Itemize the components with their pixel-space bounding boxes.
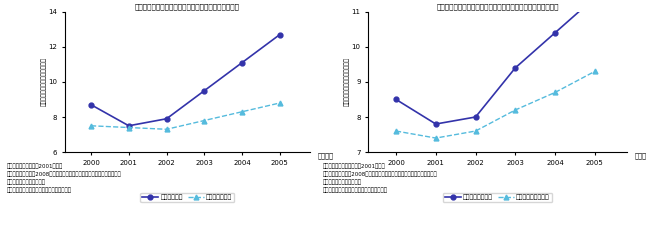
直接投資非開始企業: [551, 91, 559, 94]
Text: 備考：直接投資開始年度は2001年度。
資料：若杉隆平他（2008）「国際化する日本企業の実像－企業レベルデー
　　たに基づく分析－」。
原出所：経済産業省「企: 備考：直接投資開始年度は2001年度。 資料：若杉隆平他（2008）「国際化する…: [323, 164, 438, 193]
輸出非開始企業: [276, 102, 284, 104]
Text: （年度）: （年度）: [634, 152, 646, 159]
輸出非開始企業: [163, 128, 171, 131]
直接投資開始企業: [472, 116, 479, 118]
直接投資非開始企業: [512, 109, 519, 111]
Title: 輸出開始企業と輸出非開始企業の労働生産性（日本）: 輸出開始企業と輸出非開始企業の労働生産性（日本）: [135, 3, 240, 10]
輸出開始企業: [238, 61, 246, 64]
Line: 輸出非開始企業: 輸出非開始企業: [89, 101, 282, 132]
輸出開始企業: [87, 103, 95, 106]
Legend: 輸出開始企業, 輸出非開始企業: 輸出開始企業, 輸出非開始企業: [140, 193, 234, 202]
Text: （年度）: （年度）: [318, 152, 333, 159]
直接投資開始企業: [512, 66, 519, 69]
Title: 直接投資開始企業と直接投資非開始企業の労働生産性（日本）: 直接投資開始企業と直接投資非開始企業の労働生産性（日本）: [436, 3, 559, 10]
Line: 直接投資開始企業: 直接投資開始企業: [393, 0, 598, 126]
輸出非開始企業: [238, 110, 246, 113]
輸出非開始企業: [87, 124, 95, 127]
直接投資非開始企業: [591, 70, 599, 73]
直接投資非開始企業: [472, 130, 479, 132]
直接投資開始企業: [392, 98, 400, 101]
輸出開始企業: [125, 124, 132, 127]
Line: 輸出開始企業: 輸出開始企業: [89, 32, 282, 128]
直接投資開始企業: [551, 31, 559, 34]
輸出開始企業: [163, 117, 171, 120]
Y-axis label: 労働者一人当たりの付加価値額: 労働者一人当たりの付加価値額: [344, 57, 350, 106]
輸出非開始企業: [200, 119, 208, 122]
直接投資開始企業: [432, 123, 440, 125]
Legend: 直接投資開始企業, 直接投資非開始企業: 直接投資開始企業, 直接投資非開始企業: [443, 193, 552, 202]
直接投資非開始企業: [392, 130, 400, 132]
輸出非開始企業: [125, 126, 132, 129]
Line: 直接投資非開始企業: 直接投資非開始企業: [393, 69, 598, 140]
輸出開始企業: [276, 33, 284, 36]
直接投資非開始企業: [432, 137, 440, 139]
輸出開始企業: [200, 89, 208, 92]
Text: 備考：輸出開始年度は2001年度。
資料：若杉隆平他（2008）「国際化する日本企業の実像－企業レベルデー
　　たに基づく分析－」。
原出所：経済産業省「企業活: 備考：輸出開始年度は2001年度。 資料：若杉隆平他（2008）「国際化する日本…: [6, 164, 121, 193]
Y-axis label: 労働者一人当たりの付加価値額: 労働者一人当たりの付加価値額: [41, 57, 47, 106]
